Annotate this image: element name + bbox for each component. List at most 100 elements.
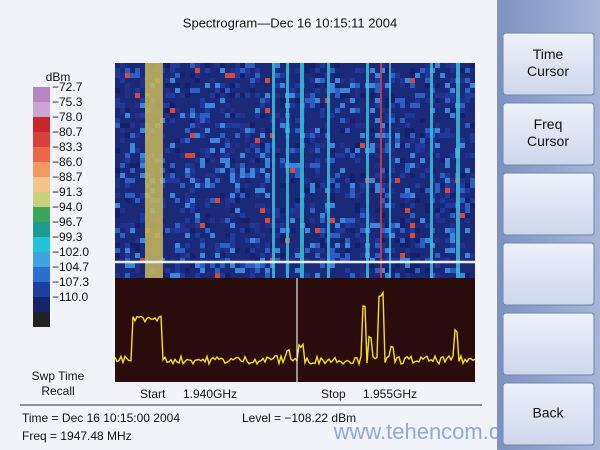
spectrogram-cell xyxy=(445,268,450,273)
spectrogram-cell xyxy=(230,248,235,253)
spectrogram-cell xyxy=(130,73,135,78)
softkey[interactable] xyxy=(502,172,595,236)
scale-swatch xyxy=(33,162,50,177)
spectrogram-cell xyxy=(310,268,315,273)
spectrogram-cell xyxy=(345,88,350,93)
spectrogram-cell xyxy=(460,103,465,108)
spectrogram-cell xyxy=(375,128,380,133)
spectrogram-cell xyxy=(410,213,415,218)
signal-band xyxy=(366,63,369,278)
spectrogram-cell xyxy=(170,163,175,168)
spectrogram-cell xyxy=(335,173,340,178)
scale-swatch xyxy=(33,297,50,312)
spectrogram-cell xyxy=(395,143,400,148)
spectrogram-cell xyxy=(310,138,315,143)
spectrogram-cell xyxy=(185,168,190,173)
spectrogram-cell xyxy=(460,243,465,248)
spectrogram-cell xyxy=(265,243,270,248)
spectrogram-cell xyxy=(280,148,285,153)
softkey[interactable] xyxy=(502,312,595,376)
spectrogram-cell xyxy=(255,143,260,148)
spectrogram-cell xyxy=(255,238,260,243)
spectrogram-cell xyxy=(380,133,385,138)
spectrogram-cell xyxy=(345,93,350,98)
spectrogram-cell xyxy=(435,183,440,188)
spectrogram-cell xyxy=(445,83,450,88)
spectrogram-cell xyxy=(380,68,385,73)
spectrogram-cell xyxy=(315,143,320,148)
spectrogram-cell xyxy=(330,198,335,203)
spectrogram-cell xyxy=(375,188,380,193)
spectrogram-cell xyxy=(135,253,140,258)
spectrogram-cell xyxy=(165,93,170,98)
spectrogram-cell xyxy=(435,128,440,133)
spectrogram-cell xyxy=(445,173,450,178)
spectrogram-cell xyxy=(190,73,195,78)
spectrogram-cell xyxy=(215,88,220,93)
spectrogram-cell xyxy=(310,98,315,103)
spectrogram-cell xyxy=(170,228,175,233)
spectrogram-cell xyxy=(315,98,320,103)
spectrogram-cell xyxy=(180,138,185,143)
spectrogram-cell xyxy=(445,183,450,188)
spectrogram-cell xyxy=(370,218,375,223)
spectrogram-cell xyxy=(230,163,235,168)
spectrogram-cell xyxy=(205,68,210,73)
spectrogram-cell xyxy=(115,248,120,253)
spectrogram-cell xyxy=(120,178,125,183)
softkey[interactable] xyxy=(502,382,595,446)
spectrogram-cell xyxy=(375,83,380,88)
softkey-label: Back xyxy=(532,405,564,421)
softkey[interactable] xyxy=(502,102,595,166)
scale-label: −102.0 xyxy=(52,245,89,259)
spectrogram-cell xyxy=(240,93,245,98)
spectrogram-cell xyxy=(350,178,355,183)
spectrogram-cell xyxy=(185,193,190,198)
spectrogram-cell xyxy=(425,73,430,78)
spectrogram-cell xyxy=(280,118,285,123)
spectrogram-cell xyxy=(275,148,280,153)
spectrogram-cell xyxy=(450,133,455,138)
signal-band xyxy=(145,63,163,278)
spectrogram-cell xyxy=(120,143,125,148)
scale-swatch xyxy=(33,282,50,297)
spectrogram-cell xyxy=(210,263,215,268)
spectrogram-cell xyxy=(465,198,470,203)
spectrogram-cell xyxy=(290,168,295,173)
spectrogram-cell xyxy=(115,228,120,233)
spectrogram-cell xyxy=(405,273,410,278)
spectrogram-cell xyxy=(305,68,310,73)
spectrogram-cell xyxy=(175,198,180,203)
spectrogram-cell xyxy=(310,243,315,248)
spectrogram-cell xyxy=(425,243,430,248)
spectrogram-cell xyxy=(345,118,350,123)
softkey[interactable] xyxy=(502,242,595,306)
spectrogram-cell xyxy=(180,183,185,188)
spectrogram-cell xyxy=(240,123,245,128)
softkey[interactable] xyxy=(502,32,595,96)
spectrogram-cell xyxy=(125,93,130,98)
spectrogram-cell xyxy=(280,163,285,168)
spectrogram-cell xyxy=(215,248,220,253)
spectrogram-cell xyxy=(450,153,455,158)
spectrogram-cell xyxy=(140,228,145,233)
spectrogram-cell xyxy=(435,253,440,258)
spectrogram-cell xyxy=(230,138,235,143)
spectrogram-cell xyxy=(360,273,365,278)
spectrogram-cell xyxy=(410,173,415,178)
spectrogram-cell xyxy=(350,228,355,233)
spectrogram-cell xyxy=(450,238,455,243)
spectrogram-cell xyxy=(275,208,280,213)
spectrogram-cell xyxy=(420,143,425,148)
recall-label: Swp Time xyxy=(32,369,85,383)
spectrogram-cell xyxy=(165,63,170,68)
spectrogram-cell xyxy=(340,258,345,263)
spectrogram-cell xyxy=(320,108,325,113)
spectrogram-cell xyxy=(395,128,400,133)
spectrogram-cell xyxy=(180,153,185,158)
spectrogram-cell xyxy=(240,63,245,68)
scale-label: −75.3 xyxy=(52,95,83,109)
spectrogram-cell xyxy=(350,148,355,153)
spectrogram-cell xyxy=(220,273,225,278)
spectrogram-cell xyxy=(360,173,365,178)
